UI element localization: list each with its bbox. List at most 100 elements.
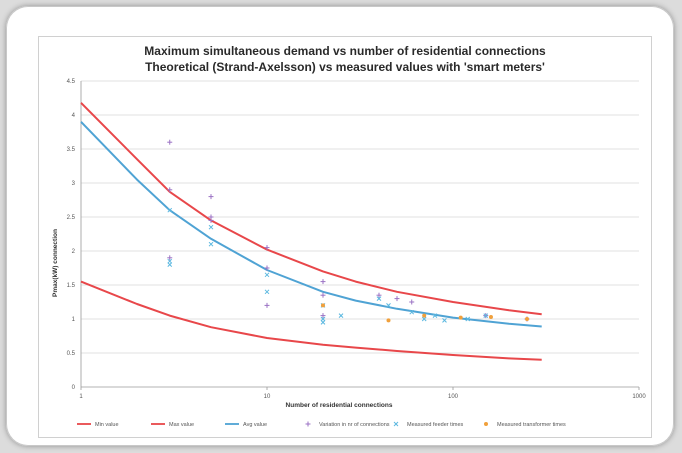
- data-point-cross: [264, 265, 270, 271]
- data-point-cross: [167, 187, 173, 193]
- legend-label: Variation in nr of connections: [319, 422, 390, 428]
- data-point-x: [432, 313, 438, 318]
- data-point-x: [409, 309, 415, 315]
- x-stroke-b: [376, 296, 382, 301]
- y-tick-label: 0: [72, 385, 76, 391]
- data-point-x: [338, 313, 344, 318]
- data-point-x: [483, 313, 489, 318]
- axes: 0 0.5 1 1.5 2 2.5 3 3.5 4 4.5 1 10 100 1000: [67, 79, 647, 400]
- data-point-cross: [320, 292, 326, 298]
- x-stroke-b: [264, 272, 270, 278]
- series-line: [80, 121, 542, 328]
- data-point-dot: [458, 315, 463, 320]
- data-point-dot: [422, 313, 427, 318]
- x-stroke-b: [320, 316, 326, 322]
- legend-item: Measured feeder times: [393, 421, 463, 428]
- x-stroke-b: [167, 258, 173, 264]
- data-point-cross: [167, 139, 173, 145]
- chart-title: Maximum simultaneous demand vs number of…: [144, 44, 546, 58]
- legend-item: Min value: [77, 422, 119, 428]
- x-stroke-b: [483, 313, 489, 318]
- data-point-dot: [525, 317, 530, 321]
- data-point-cross: [394, 296, 400, 302]
- legend-label: Min value: [95, 422, 119, 428]
- chart-svg: Maximum simultaneous demand vs number of…: [52, 44, 647, 428]
- data-point-x: [386, 303, 391, 308]
- data-point-cross: [208, 217, 214, 223]
- x-stroke-b: [264, 289, 270, 295]
- data-point-dot: [320, 303, 325, 308]
- y-tick-label: 3.5: [67, 147, 76, 153]
- data-point-cross: [167, 255, 173, 261]
- x-stroke-b: [432, 313, 438, 318]
- chart-subtitle: Theoretical (Strand-Axelsson) vs measure…: [145, 60, 545, 74]
- data-point-cross: [409, 299, 415, 305]
- x-stroke-b: [208, 241, 214, 247]
- data-point-cross: [264, 302, 270, 308]
- y-tick-label: 1.5: [67, 283, 76, 289]
- series-group: [80, 102, 542, 361]
- series-line: [80, 280, 542, 361]
- series-1: [80, 280, 542, 361]
- x-axis-label: Number of residential connections: [286, 402, 393, 409]
- x-stroke-b: [442, 318, 447, 323]
- legend-item: Variation in nr of connections: [305, 421, 390, 428]
- x-stroke-b: [320, 320, 326, 325]
- data-point-cross: [320, 313, 326, 319]
- series-4: [167, 139, 530, 322]
- data-point-dot: [484, 422, 488, 426]
- x-stroke-b: [393, 421, 399, 427]
- legend-label: Avg value: [243, 422, 267, 428]
- x-tick-label: 10: [264, 394, 271, 400]
- series-6: [320, 303, 530, 323]
- data-point-cross: [264, 245, 270, 251]
- data-point-x: [376, 296, 382, 301]
- series-2: [80, 102, 542, 316]
- data-point-cross: [320, 279, 326, 285]
- legend: Min value Max value Avg value Variation in …: [77, 421, 566, 428]
- data-point-x: [208, 224, 214, 230]
- data-point-x: [393, 421, 399, 427]
- data-point-x: [264, 289, 270, 295]
- y-tick-label: 1: [72, 317, 76, 323]
- y-tick-label: 2.5: [67, 215, 76, 221]
- y-tick-label: 4: [72, 113, 76, 119]
- data-point-x: [465, 316, 471, 322]
- y-tick-label: 3: [72, 181, 76, 187]
- x-stroke-b: [167, 207, 173, 213]
- y-axis-label: Pmax(kW) connection: [52, 229, 59, 297]
- chart-area: Maximum simultaneous demand vs number of…: [38, 36, 652, 438]
- x-stroke-b: [167, 262, 173, 267]
- data-point-cross: [305, 421, 311, 427]
- legend-label: Max value: [169, 422, 194, 428]
- data-point-x: [167, 207, 173, 213]
- x-tick-label: 1: [79, 394, 83, 400]
- x-stroke-b: [208, 224, 214, 230]
- x-tick-label: 100: [448, 394, 459, 400]
- legend-item: Measured transformer times: [484, 422, 566, 428]
- legend-item: Max value: [151, 422, 194, 428]
- data-point-x: [320, 320, 326, 325]
- data-point-dot: [386, 318, 391, 323]
- data-point-x: [167, 262, 173, 267]
- series-5: [167, 207, 489, 325]
- x-stroke-b: [421, 316, 427, 322]
- x-stroke-b: [465, 316, 471, 322]
- x-stroke-b: [409, 309, 415, 315]
- data-point-dot: [488, 314, 493, 319]
- y-tick-label: 2: [72, 249, 76, 255]
- legend-item: Avg value: [225, 422, 267, 428]
- legend-label: Measured feeder times: [407, 422, 463, 428]
- data-point-x: [167, 258, 173, 264]
- data-point-x: [320, 316, 326, 322]
- x-stroke-b: [386, 303, 391, 308]
- data-point-cross: [376, 292, 382, 298]
- legend-label: Measured transformer times: [497, 422, 566, 428]
- data-point-x: [442, 318, 447, 323]
- data-point-cross: [208, 194, 214, 200]
- data-point-x: [264, 272, 270, 278]
- x-stroke-b: [338, 313, 344, 318]
- chart-frame: Maximum simultaneous demand vs number of…: [6, 6, 674, 446]
- y-tick-label: 0.5: [67, 351, 76, 357]
- x-tick-label: 1000: [632, 394, 646, 400]
